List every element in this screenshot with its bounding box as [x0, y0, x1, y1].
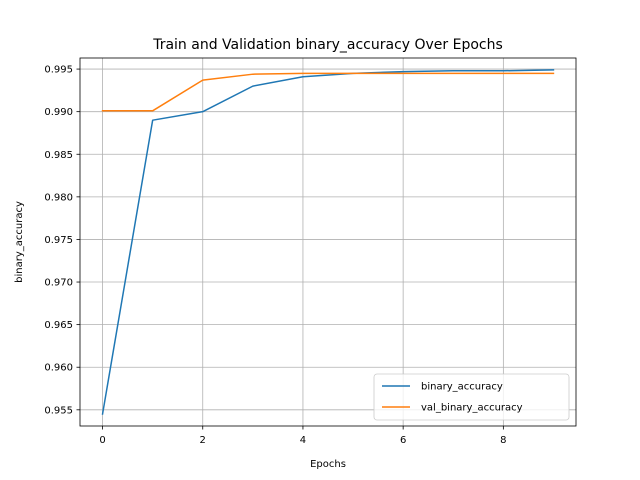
legend: binary_accuracy val_binary_accuracy	[373, 373, 570, 421]
legend-box	[373, 373, 570, 421]
series-group	[101, 69, 555, 415]
y-axis-label: binary_accuracy	[14, 201, 25, 283]
y-tick-label: 0.990	[44, 107, 73, 118]
y-tick-label: 0.995	[44, 65, 73, 76]
chart-title: Train and Validation binary_accuracy Ove…	[152, 37, 503, 53]
x-tick-label: 2	[200, 435, 206, 446]
x-tick-label: 6	[400, 435, 406, 446]
series-line-binary-accuracy	[101, 69, 555, 415]
y-tick-label: 0.965	[44, 320, 73, 331]
series-line-val-binary-accuracy	[101, 72, 555, 112]
legend-label: binary_accuracy	[421, 382, 503, 393]
x-tick-label: 4	[300, 435, 306, 446]
ticks: 0 2 4 6 8 0.955 0.960 0.965 0.970 0.975 0.980 0.985…	[44, 65, 506, 446]
x-tick-label: 0	[99, 435, 105, 446]
y-tick-label: 0.960	[44, 363, 73, 374]
legend-label: val_binary_accuracy	[421, 403, 523, 414]
x-axis-label: Epochs	[310, 459, 346, 470]
x-tick-label: 8	[500, 435, 506, 446]
plot-frame	[79, 57, 577, 427]
y-tick-label: 0.970	[44, 278, 73, 289]
grid	[80, 58, 576, 426]
y-tick-label: 0.975	[44, 235, 73, 246]
y-tick-label: 0.985	[44, 150, 73, 161]
y-tick-label: 0.980	[44, 192, 73, 203]
y-tick-label: 0.955	[44, 405, 73, 416]
